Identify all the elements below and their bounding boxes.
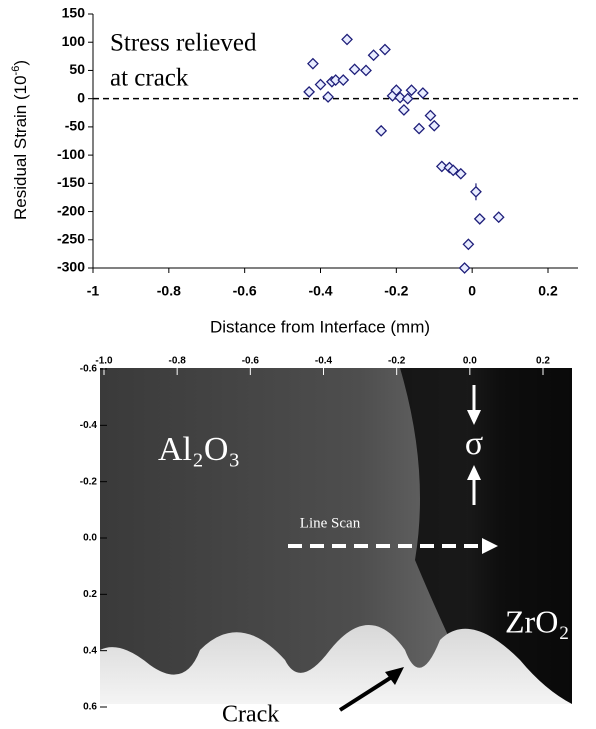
x-tick-label: -0.2: [384, 283, 408, 299]
annotation: at crack: [110, 65, 189, 92]
y-label-end: ): [11, 60, 30, 66]
bright-region: [100, 625, 572, 704]
dark-region: [400, 368, 572, 704]
y-tick-label: -0.2: [80, 476, 98, 487]
x-tick-label: -1: [87, 283, 100, 299]
y-tick-label: 150: [62, 5, 86, 21]
data-point: [428, 119, 441, 132]
y-tick-label: 0.4: [83, 645, 97, 656]
arrow-head: [467, 410, 481, 425]
crack-label: Crack: [222, 702, 279, 728]
arrow-head: [385, 667, 404, 685]
data-point: [401, 92, 414, 105]
y-tick-label: 0: [77, 89, 85, 105]
y-tick-label: -100: [57, 146, 85, 162]
data-point: [314, 78, 327, 91]
phase-label: Al₂O₃: [158, 431, 240, 468]
x-tick-label: 0.2: [536, 356, 550, 367]
y-tick-label: 100: [62, 33, 86, 49]
data-point: [341, 33, 353, 46]
data-point: [322, 91, 335, 103]
data-point: [303, 85, 316, 98]
data-point: [397, 104, 410, 116]
data-point: [360, 64, 372, 77]
y-tick-label: -200: [57, 202, 85, 218]
y-tick-label: 0.6: [83, 702, 97, 713]
y-tick-label: 0.2: [83, 589, 97, 600]
data-point: [379, 43, 391, 56]
x-tick-label: 0: [468, 283, 476, 299]
data-point: [348, 63, 361, 76]
arrow-head: [467, 465, 481, 480]
phase-label: ZrO₂: [505, 603, 569, 639]
y-tick-label: -250: [57, 230, 85, 246]
annotation: Stress relieved: [110, 30, 257, 57]
data-point: [306, 57, 319, 70]
chart: Residual Strain (10-6) Distance from Int…: [10, 5, 578, 336]
data-point: [337, 74, 350, 86]
data-point: [367, 49, 380, 62]
x-axis-label: Distance from Interface (mm): [210, 317, 430, 336]
x-tick-label: -0.4: [315, 356, 333, 367]
x-tick-label: 0.2: [538, 283, 558, 299]
data-point: [416, 87, 429, 99]
y-tick-label: 0.0: [83, 533, 97, 544]
x-tick-label: -0.8: [169, 356, 187, 367]
x-tick-label: -0.8: [157, 283, 181, 299]
arrow-head: [482, 538, 498, 554]
x-tick-label: -1.0: [95, 356, 113, 367]
x-tick-label: -0.4: [308, 283, 332, 299]
x-tick-label: 0.0: [463, 356, 477, 367]
data-point: [447, 164, 460, 177]
crack-arrow: [338, 671, 400, 712]
data-point: [375, 124, 388, 137]
data-point: [390, 84, 403, 97]
data-point: [413, 122, 426, 135]
data-point: [405, 84, 418, 97]
x-tick-label: -0.6: [233, 283, 257, 299]
micrograph: Al₂O₃ σ Line Scan ZrO₂ Crack -1.0 -0.8 -0.…: [80, 356, 572, 728]
data-point: [473, 212, 486, 225]
data-point: [424, 109, 437, 122]
y-axis-label: Residual Strain (10-6): [10, 60, 31, 220]
x-tick-label: -0.6: [242, 356, 260, 367]
y-tick-label: -300: [57, 259, 85, 275]
x-tick-label: -0.2: [388, 356, 406, 367]
data-point: [462, 238, 475, 251]
scan-label: Line Scan: [300, 515, 361, 531]
data-point: [458, 262, 471, 274]
y-tick-label: -0.6: [80, 364, 98, 375]
y-tick-label: -150: [57, 174, 85, 190]
y-tick-label: -50: [65, 118, 85, 134]
y-label-sup: -6: [10, 66, 22, 76]
data-point: [470, 185, 482, 198]
data-point: [492, 211, 505, 224]
y-label-text: Residual Strain (10: [11, 75, 30, 220]
y-tick-label: 50: [69, 61, 85, 77]
stress-label: σ: [465, 425, 483, 462]
data-point: [454, 167, 467, 180]
y-tick-label: -0.4: [80, 420, 98, 431]
